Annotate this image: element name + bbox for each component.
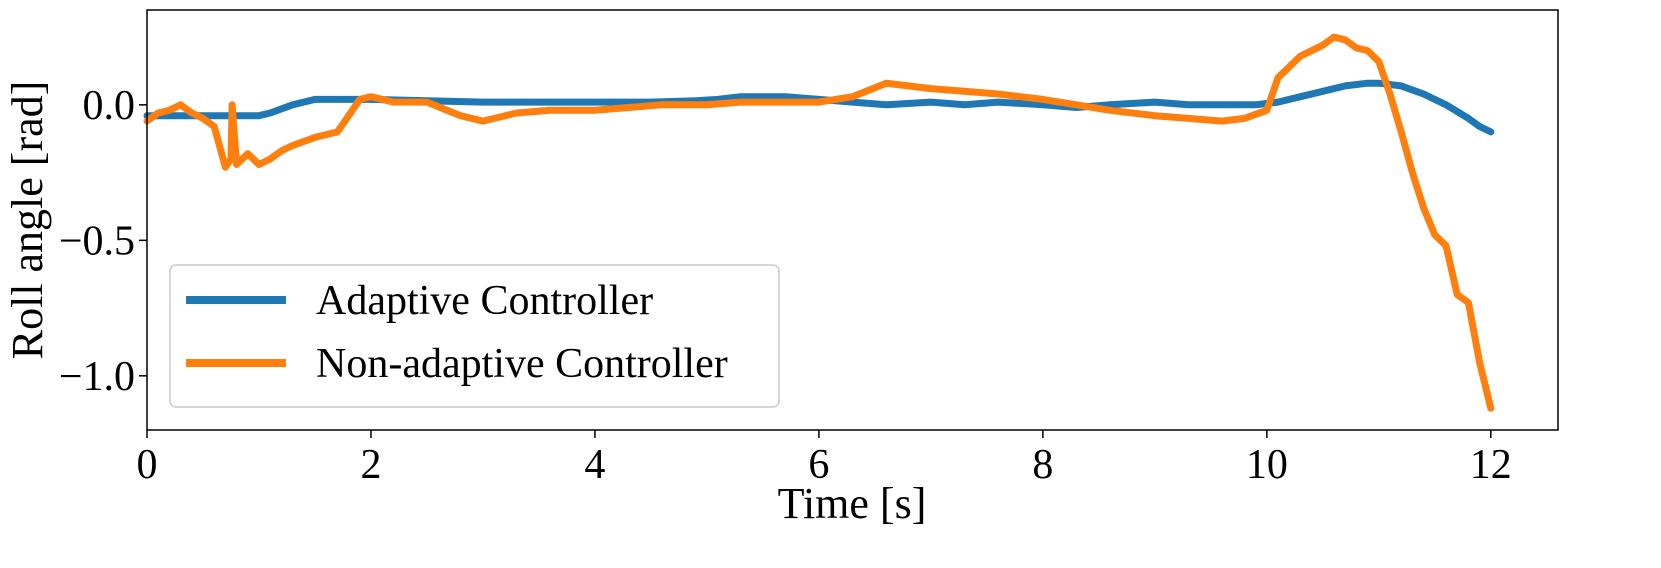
x-axis-label: Time [s] [778,479,927,528]
x-tick-label: 2 [360,442,381,488]
x-tick-label: 0 [137,442,158,488]
y-axis-ticks: 0.0 −0.5 −1.0 [59,83,147,400]
legend-label-non-adaptive: Non-adaptive Controller [316,341,728,387]
x-tick-label: 10 [1246,442,1288,488]
legend: Adaptive Controller Non-adaptive Control… [169,264,780,408]
y-tick-label: −0.5 [59,218,135,264]
y-tick-label: 0.0 [83,83,136,129]
x-tick-label: 4 [584,442,605,488]
x-tick-label: 6 [808,442,829,488]
y-tick-label: −1.0 [59,354,135,400]
legend-label-adaptive: Adaptive Controller [316,278,653,324]
x-tick-label: 12 [1470,442,1512,488]
x-tick-label: 8 [1032,442,1053,488]
x-axis-ticks: 0 2 4 6 8 10 12 [137,430,1512,488]
series-layer [143,33,1495,412]
series-line-non-adaptive [143,33,1495,412]
y-axis-label: Roll angle [rad] [3,81,52,360]
legend-box [169,264,780,408]
plot-frame [146,9,1559,431]
